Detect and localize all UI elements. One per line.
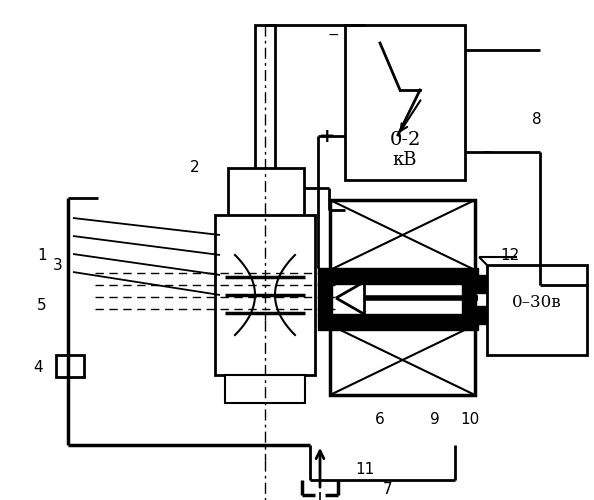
Text: 5: 5 xyxy=(37,298,47,312)
Bar xyxy=(318,314,478,330)
Bar xyxy=(56,355,84,377)
Bar xyxy=(345,25,465,180)
Bar xyxy=(228,168,304,230)
Bar xyxy=(330,325,475,395)
Bar xyxy=(475,306,491,324)
Text: +: + xyxy=(319,127,335,146)
Text: кВ: кВ xyxy=(393,151,417,169)
Text: 9: 9 xyxy=(430,412,440,428)
Text: 2: 2 xyxy=(190,160,200,176)
Bar xyxy=(487,265,587,355)
Text: −: − xyxy=(481,145,493,159)
Text: 10: 10 xyxy=(460,412,479,428)
Bar xyxy=(475,275,491,293)
Bar xyxy=(255,25,275,320)
Bar xyxy=(318,283,332,315)
Bar xyxy=(225,375,305,403)
Bar xyxy=(318,268,478,284)
Text: 3: 3 xyxy=(53,258,63,272)
Text: 1: 1 xyxy=(37,248,47,262)
Text: 6: 6 xyxy=(375,412,385,428)
Text: 11: 11 xyxy=(355,462,375,477)
Bar xyxy=(462,283,476,315)
Text: 0–30в: 0–30в xyxy=(512,294,562,312)
Bar xyxy=(215,215,315,375)
Text: 12: 12 xyxy=(500,248,520,262)
Text: 0-2: 0-2 xyxy=(389,131,421,149)
Text: −: − xyxy=(327,28,339,42)
Bar xyxy=(330,200,475,270)
Text: 8: 8 xyxy=(532,112,542,128)
Text: 4: 4 xyxy=(33,360,43,376)
Text: 7: 7 xyxy=(383,482,393,498)
